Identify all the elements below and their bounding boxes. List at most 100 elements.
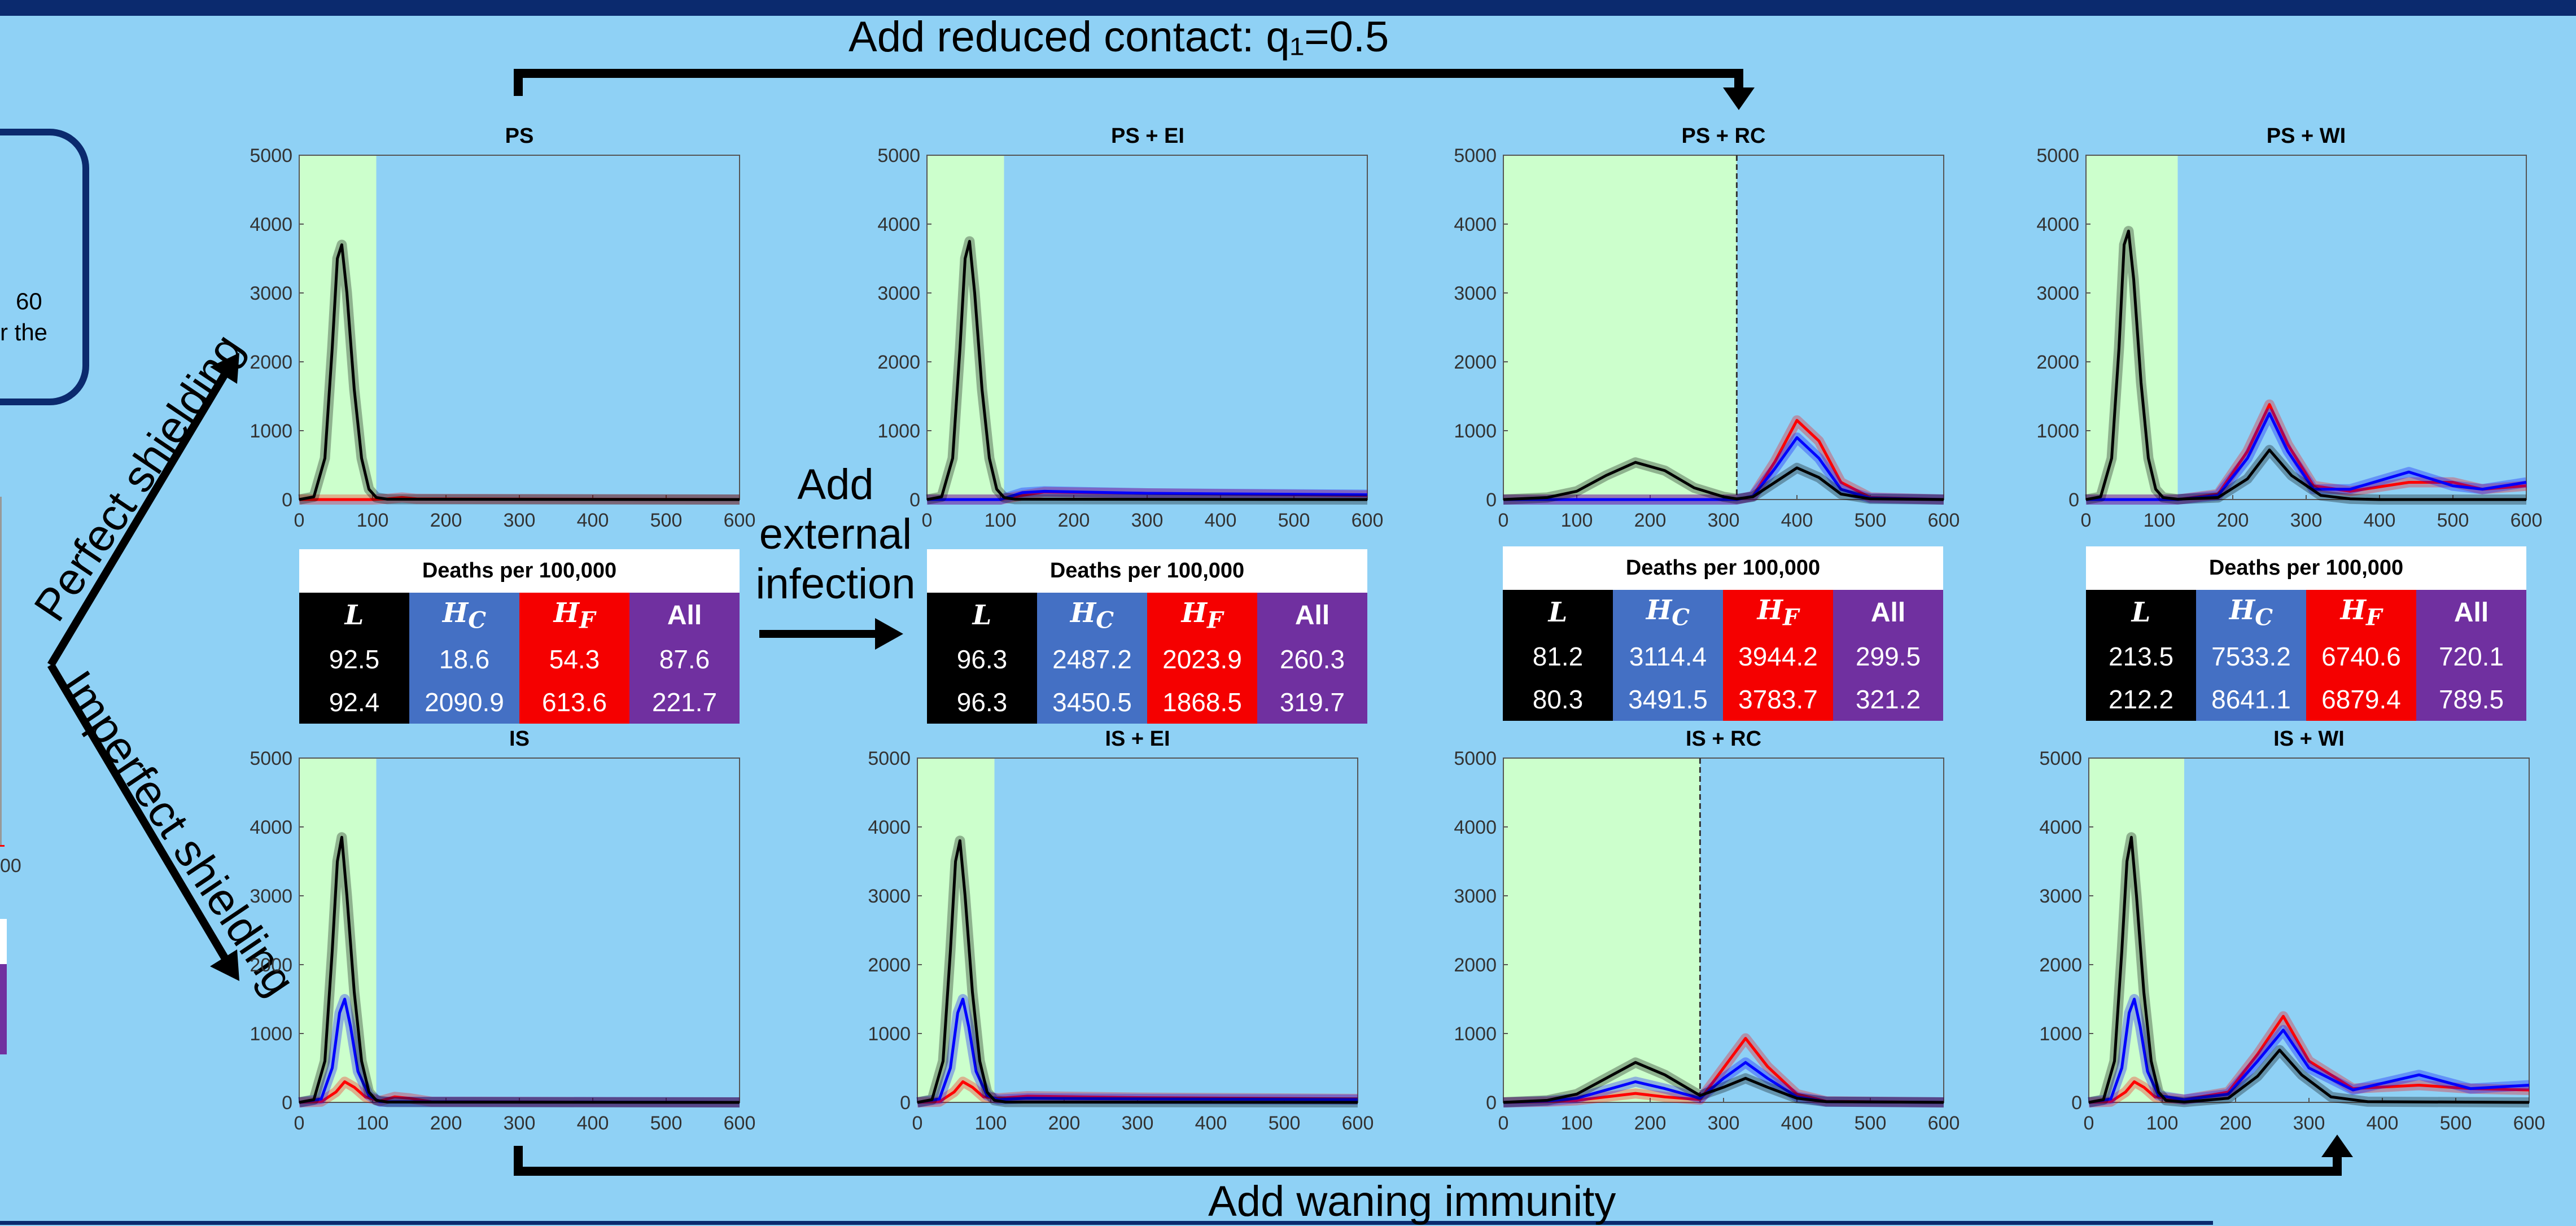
x-tick-label: 400 [577, 510, 609, 531]
col-all: All [629, 593, 740, 638]
left-table-purple [0, 964, 7, 1054]
left-axis-fragment [0, 497, 2, 847]
shaded-region [2089, 758, 2184, 1102]
arrow-waning-immunity [514, 1146, 2342, 1176]
cell: 6740.6 [2306, 635, 2416, 678]
x-tick-label: 100 [2144, 510, 2176, 531]
deaths-table-ps-wi: Deaths per 100,000 L HC HF All 213.5 7533.2 6… [2086, 546, 2526, 721]
cell: 720.1 [2416, 635, 2526, 678]
y-tick-label: 3000 [250, 886, 292, 907]
x-tick-label: 200 [1634, 1113, 1667, 1134]
cell: 8641.1 [2196, 678, 2306, 721]
x-tick-label: 300 [1708, 510, 1740, 531]
cell: 319.7 [1257, 681, 1367, 724]
shaded-region [299, 155, 377, 500]
x-tick-label: 500 [1855, 510, 1887, 531]
chart-title-ps: PS [505, 124, 534, 148]
x-tick-label: 600 [2511, 510, 2543, 531]
banner-waning-immunity: Add waning immunity [1208, 1177, 1616, 1225]
series-line [2088, 835, 2530, 1104]
x-tick-label: 0 [2081, 510, 2092, 531]
cell: 260.3 [1257, 638, 1367, 681]
x-tick-label: 0 [922, 510, 933, 531]
cell: 3944.2 [1723, 635, 1833, 678]
x-tick-label: 400 [1781, 1113, 1813, 1134]
chart-title-ps-rc: PS + RC [1681, 124, 1766, 148]
series-line [927, 489, 1368, 501]
y-tick-label: 1000 [1454, 421, 1497, 442]
deaths-table-header: Deaths per 100,000 [1503, 546, 1943, 590]
shaded-region [1503, 155, 1737, 500]
series-line [1503, 1061, 1944, 1104]
col-hc: HC [409, 593, 519, 638]
series-line [917, 1080, 1358, 1104]
x-tick-label: 100 [2146, 1113, 2179, 1134]
series-line [2085, 229, 2526, 501]
y-tick-label: 4000 [2036, 214, 2079, 235]
cell: 212.2 [2086, 678, 2196, 721]
x-tick-label: 300 [504, 1113, 536, 1134]
x-tick-label: 600 [1928, 1113, 1960, 1134]
y-tick-label: 0 [2071, 1092, 2082, 1114]
x-tick-label: 100 [357, 510, 389, 531]
col-hc: HC [2196, 590, 2306, 635]
series-line [917, 997, 1358, 1104]
x-tick-label: 200 [1634, 510, 1667, 531]
x-tick-label: 600 [724, 1113, 756, 1134]
banner-ext-line1: Add [797, 461, 874, 509]
x-tick-label: 600 [1342, 1113, 1374, 1134]
x-tick-label: 100 [985, 510, 1017, 531]
y-tick-label: 1000 [2036, 421, 2079, 442]
series-line [299, 243, 740, 501]
y-tick-label: 0 [282, 1092, 292, 1114]
x-tick-label: 500 [2440, 1113, 2472, 1134]
arrowhead-reduced-contact [1723, 87, 1755, 110]
x-tick-label: 0 [294, 510, 305, 531]
x-tick-label: 500 [2437, 510, 2469, 531]
series-line [926, 240, 1368, 501]
x-tick-label: 0 [294, 1113, 305, 1134]
y-tick-label: 1000 [868, 1023, 911, 1045]
series-line [299, 1080, 740, 1104]
left-box-text-2: r the [0, 319, 48, 345]
x-tick-label: 400 [1781, 510, 1813, 531]
cell: 6879.4 [2306, 678, 2416, 721]
y-tick-label: 0 [1486, 489, 1497, 511]
x-tick-label: 300 [2293, 1113, 2325, 1134]
series-line [2086, 412, 2527, 501]
cell: 3491.5 [1613, 678, 1723, 721]
y-tick-label: 3000 [1454, 886, 1497, 907]
cell: 2090.9 [409, 681, 519, 724]
y-tick-label: 3000 [868, 886, 911, 907]
x-tick-label: 500 [1855, 1113, 1887, 1134]
x-tick-label: 400 [1195, 1113, 1227, 1134]
x-tick-label: 0 [1498, 510, 1509, 531]
cell: 299.5 [1833, 635, 1943, 678]
x-tick-label: 200 [1058, 510, 1090, 531]
deaths-table-ps-rc: Deaths per 100,000 L HC HF All 81.2 3114.4 39… [1503, 546, 1943, 721]
cell: 3783.7 [1723, 678, 1833, 721]
col-l: L [927, 593, 1037, 638]
col-hf: HF [1723, 590, 1833, 635]
y-tick-label: 0 [1486, 1092, 1497, 1114]
y-tick-label: 0 [900, 1092, 911, 1114]
shaded-region [927, 155, 1004, 500]
cell: 2487.2 [1037, 638, 1147, 681]
banner-ext-line2: external [759, 510, 912, 558]
chart-title-is: IS [509, 727, 530, 751]
x-tick-label: 400 [577, 1113, 609, 1134]
y-tick-label: 4000 [868, 817, 911, 838]
col-hf: HF [519, 593, 629, 638]
cell: 80.3 [1503, 678, 1613, 721]
y-tick-label: 1000 [250, 1023, 292, 1045]
chart-ps: 0 100 200 300 400 500 600 0 1000 2000 3000 4000 5000 [250, 147, 755, 531]
top-border [0, 0, 2576, 16]
y-tick-label: 4000 [877, 214, 920, 235]
shaded-region [1503, 758, 1700, 1102]
arrowhead-perfect-shielding [210, 353, 239, 384]
arrow-perfect-shielding [47, 370, 230, 962]
y-tick-label: 5000 [1454, 147, 1497, 167]
x-tick-label: 0 [2084, 1113, 2094, 1134]
y-tick-label: 4000 [250, 817, 292, 838]
